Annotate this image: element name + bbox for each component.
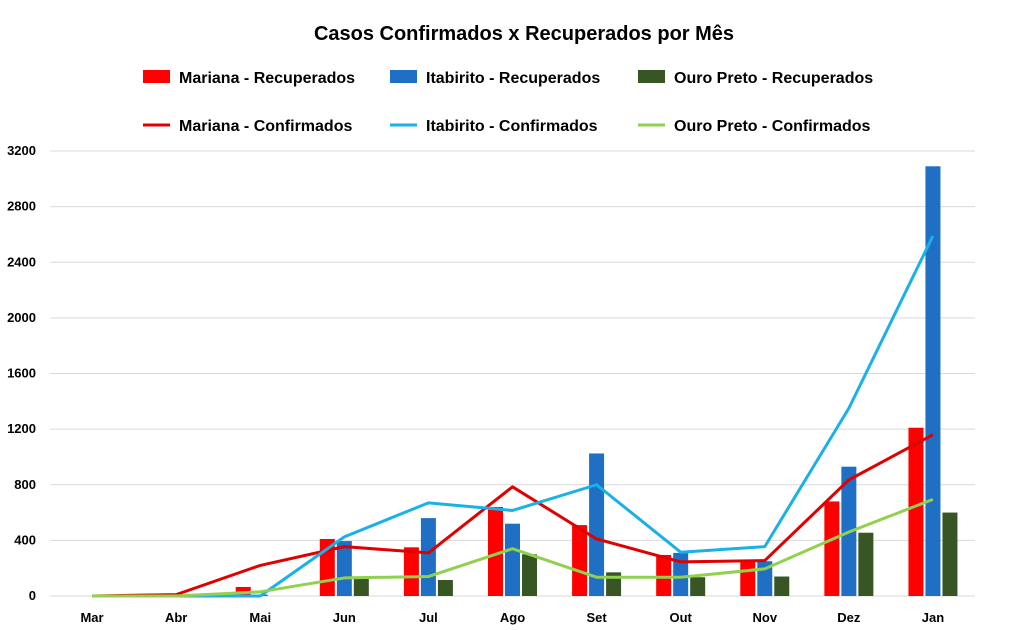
x-tick-label: Mar <box>80 610 103 625</box>
bar-ouro-preto-recuperados-jul <box>437 580 453 596</box>
y-tick-label: 2800 <box>7 199 36 214</box>
x-tick-label: Ago <box>500 610 525 625</box>
y-tick-label: 0 <box>29 588 36 603</box>
bar-mariana-recuperados-nov <box>740 560 756 596</box>
bar-ouro-preto-recuperados-jan <box>942 512 958 596</box>
bar-ouro-preto-recuperados-dez <box>858 532 874 596</box>
x-tick-label: Mai <box>249 610 271 625</box>
bar-itabirito-recuperados-jun <box>336 541 352 596</box>
bar-ouro-preto-recuperados-jun <box>353 578 369 596</box>
bar-mariana-recuperados-jan <box>908 427 924 596</box>
legend: Mariana - Recuperados Itabirito - Recuper… <box>143 70 873 135</box>
x-tick-label: Jan <box>922 610 944 625</box>
x-tick-label: Dez <box>837 610 861 625</box>
y-tick-label: 400 <box>14 532 36 547</box>
legend-label: Ouro Preto - Recuperados <box>674 70 873 87</box>
bar-ouro-preto-recuperados-nov <box>774 576 790 596</box>
x-tick-label: Nov <box>752 610 777 625</box>
line-itabirito-confirmados <box>92 235 935 598</box>
y-tick-label: 2000 <box>7 310 36 325</box>
legend-label: Mariana - Recuperados <box>179 70 355 87</box>
legend-label: Itabirito - Recuperados <box>426 70 600 87</box>
line-mariana-confirmados <box>92 433 934 598</box>
chart-title: Casos Confirmados x Recuperados por Mês <box>314 23 734 45</box>
bar-itabirito-recuperados-jan <box>925 166 941 596</box>
bar-ouro-preto-recuperados-out <box>690 577 706 596</box>
bar-ouro-preto-recuperados-ago <box>522 554 537 596</box>
line-ouro-preto-confirmados <box>92 497 934 598</box>
x-tick-label: Set <box>586 610 607 625</box>
legend-swatch <box>143 70 170 83</box>
bar-itabirito-recuperados-ago <box>505 523 520 596</box>
legend-label: Mariana - Confirmados <box>179 118 352 135</box>
y-tick-label: 3200 <box>7 143 36 158</box>
bar-mariana-recuperados-set <box>572 525 588 596</box>
x-tick-label: Jul <box>419 610 438 625</box>
y-tick-label: 1600 <box>7 366 36 381</box>
bar-itabirito-recuperados-out <box>673 552 689 596</box>
bar-itabirito-recuperados-jul <box>420 518 436 596</box>
y-tick-label: 800 <box>14 477 36 492</box>
x-tick-label: Jun <box>333 610 356 625</box>
bar-mariana-recuperados-ago <box>488 507 503 596</box>
x-axis: Mar Abr Mai Jun Jul Ago Set Out Nov Dez Jan <box>80 610 944 625</box>
lines <box>92 235 935 598</box>
grid <box>50 150 975 597</box>
y-axis: 0 400 800 1200 1600 2000 2400 2800 3200 <box>7 143 36 603</box>
legend-label: Ouro Preto - Confirmados <box>674 118 871 135</box>
legend-swatch <box>638 70 665 83</box>
legend-swatch <box>390 70 417 83</box>
bar-mariana-recuperados-out <box>656 554 672 596</box>
y-tick-label: 2400 <box>7 254 36 269</box>
x-tick-label: Abr <box>165 610 187 625</box>
legend-label: Itabirito - Confirmados <box>426 118 598 135</box>
y-tick-label: 1200 <box>7 421 36 436</box>
bar-mariana-recuperados-jul <box>403 547 419 596</box>
bar-mariana-recuperados-dez <box>824 501 840 596</box>
x-tick-label: Out <box>669 610 692 625</box>
